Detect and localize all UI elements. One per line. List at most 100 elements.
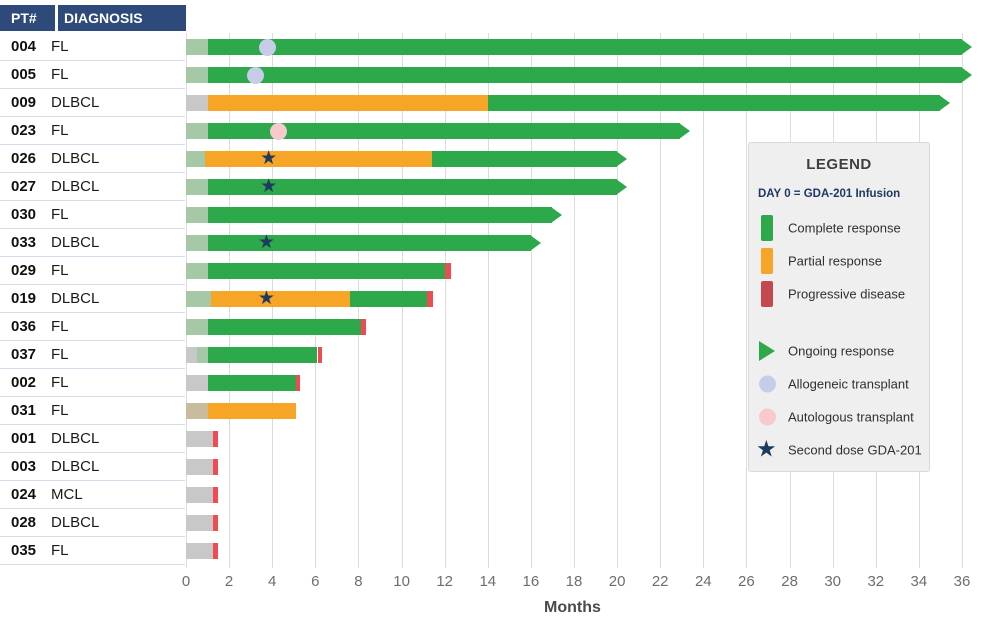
legend-item-label: Ongoing response [788,343,895,359]
bar-segment-partial-response [210,291,350,307]
x-tick-label: 36 [953,573,971,590]
bar-segment-lead-in [186,403,208,419]
legend-item-label: Allogeneic transplant [788,376,909,392]
legend-item-label: Autologous transplant [788,409,914,425]
bar-segment-lead-in [186,543,213,559]
gridline [530,33,532,568]
x-tick-label: 16 [522,573,540,590]
x-tick-label: 26 [738,573,755,590]
legend-item-label: Second dose GDA-201 [788,442,922,458]
pr-swatch-icon [761,248,773,274]
patient-diagnosis: FL [51,542,69,559]
x-tick-label: 10 [393,573,410,590]
bar-segment-lead-in [186,347,197,363]
patient-id: 023 [11,122,37,139]
table-row: 029 FL [0,257,185,285]
patient-diagnosis: FL [51,206,69,223]
bar-segment-lead-in [186,179,208,195]
table-row: 023 FL [0,117,185,145]
diagnosis-header-label: DIAGNOSIS [64,10,143,26]
bar-segment-complete-response [207,179,618,195]
gridline [487,33,489,568]
bar-segment-complete-response [207,347,318,363]
bar-segment-lead-in [186,375,208,391]
table-row: 031 FL [0,397,185,425]
patient-id: 002 [11,374,37,391]
bar-segment-complete-response [207,67,962,83]
gridline [660,33,662,568]
allogeneic-transplant-icon [759,375,776,393]
pd-swatch-icon [761,281,773,307]
patient-id: 019 [11,290,37,307]
table-row: 036 FL [0,313,185,341]
bar-segment-partial-response [207,95,488,111]
table-row: 002 FL [0,369,185,397]
bar-segment-lead-in [186,67,208,83]
gridline [444,33,446,568]
ongoing-response-arrow-icon [961,67,972,83]
patient-diagnosis: DLBCL [51,150,100,167]
bar-segment-progressive-disease [212,431,219,447]
patient-diagnosis: FL [51,38,69,55]
bar-segment-progressive-disease [427,291,433,307]
bar-segment-complete-response [487,95,941,111]
table-row: 009 DLBCL [0,89,185,117]
second-dose-star-icon: ★ [260,175,278,197]
bar-segment-lead-in [196,347,208,363]
gridline [617,33,619,568]
bar-segment-lead-in [186,487,213,503]
bar-segment-complete-response [207,39,962,55]
legend-item-label: Progressive disease [788,286,906,302]
x-tick-label: 22 [651,573,669,590]
x-tick-label: 30 [824,573,842,590]
second-dose-star-icon: ★ [257,287,275,309]
bar-segment-progressive-disease [360,319,366,335]
patient-diagnosis: DLBCL [51,290,100,307]
ongoing-response-arrow-icon [616,151,628,167]
legend-item-second: ★ Second dose GDA-201 [749,435,929,465]
legend-subtitle: DAY 0 = GDA-201 Infusion [758,188,901,200]
bar-segment-complete-response [207,235,531,251]
ongoing-response-arrow-icon [961,39,972,55]
bar-segment-lead-in [186,235,208,251]
bar-segment-lead-in [186,431,213,447]
bar-segment-progressive-disease [212,487,219,503]
bar-segment-lead-in [186,291,211,307]
x-axis-title: Months [544,599,601,616]
x-tick-label: 20 [608,573,626,590]
bar-segment-complete-response [349,291,428,307]
bar-segment-lead-in [186,459,213,475]
patient-id: 004 [11,38,37,55]
x-tick-label: 12 [436,573,454,590]
bar-segment-lead-in [186,515,213,531]
bar-segment-partial-response [207,403,296,419]
ongoing-response-arrow-icon [551,207,563,223]
bar-segment-progressive-disease [212,459,219,475]
gridline [574,33,575,568]
bar-segment-complete-response [207,123,680,139]
bar-segment-lead-in [186,151,206,167]
gridline [746,33,748,568]
patient-id: 029 [11,262,37,279]
autologous-transplant-icon [759,408,776,426]
x-tick-label: 34 [910,573,928,590]
bar-segment-complete-response [431,151,618,167]
patient-id: 036 [11,318,37,335]
table-row: 027 DLBCL [0,173,185,201]
table-row: 030 FL [0,201,185,229]
bar-segment-progressive-disease [212,543,219,559]
patient-diagnosis: FL [51,374,69,391]
x-tick-label: 28 [781,573,798,590]
gridline [962,33,963,568]
x-tick-label: 18 [565,573,583,590]
x-tick-label: 2 [224,573,234,590]
patient-diagnosis: DLBCL [51,234,100,251]
patient-id: 003 [11,458,37,475]
legend-item-ongoing: Ongoing response [749,336,929,366]
patient-id: 027 [11,178,37,195]
patient-diagnosis: FL [51,262,69,279]
table-row: 028 DLBCL [0,509,185,537]
legend-title: LEGEND [806,156,872,173]
legend-item-auto: Autologous transplant [749,402,929,432]
ongoing-response-arrow-icon [529,235,541,251]
